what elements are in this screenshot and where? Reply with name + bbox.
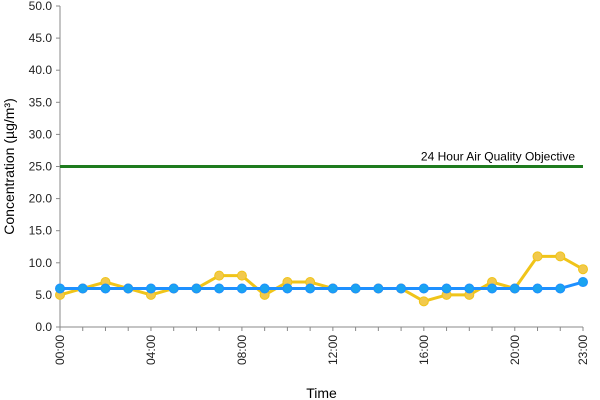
data-point bbox=[418, 296, 429, 307]
data-point bbox=[123, 283, 134, 294]
data-point bbox=[214, 270, 225, 281]
data-point bbox=[373, 283, 384, 294]
data-point bbox=[55, 283, 65, 294]
data-point bbox=[555, 283, 566, 294]
x-tick-label: 20:00 bbox=[508, 335, 522, 365]
x-axis-ticks: 00:00 04:00 08:00 12:00 16:00 20:00 23:00 bbox=[53, 327, 590, 365]
data-point bbox=[100, 283, 111, 294]
data-point bbox=[305, 283, 316, 294]
data-point bbox=[236, 270, 247, 281]
y-tick-label: 5.0 bbox=[35, 288, 52, 302]
y-tick-label: 0.0 bbox=[35, 320, 52, 334]
y-tick-label: 30.0 bbox=[29, 127, 53, 141]
y-tick-label: 10.0 bbox=[29, 256, 53, 270]
data-point bbox=[145, 283, 156, 294]
data-point bbox=[532, 283, 543, 294]
series-line bbox=[59, 254, 584, 303]
y-tick-label: 45.0 bbox=[29, 31, 53, 45]
y-axis-title: Concentration (µg/m³) bbox=[1, 98, 17, 234]
data-point bbox=[578, 264, 588, 275]
y-tick-label: 40.0 bbox=[29, 63, 53, 77]
data-point bbox=[487, 283, 498, 294]
data-point bbox=[509, 283, 520, 294]
y-tick-label: 25.0 bbox=[29, 160, 53, 174]
data-point bbox=[396, 283, 407, 294]
data-point bbox=[77, 283, 88, 294]
y-tick-label: 20.0 bbox=[29, 192, 53, 206]
data-point bbox=[441, 283, 452, 294]
data-point bbox=[259, 283, 270, 294]
data-point bbox=[555, 251, 566, 262]
objective-label: 24 Hour Air Quality Objective bbox=[421, 150, 575, 164]
data-point bbox=[236, 283, 247, 294]
y-tick-label: 35.0 bbox=[29, 95, 53, 109]
data-point bbox=[418, 283, 429, 294]
data-point bbox=[327, 283, 338, 294]
series-layer bbox=[55, 251, 588, 307]
x-tick-label: 08:00 bbox=[235, 335, 249, 365]
x-tick-label: 00:00 bbox=[53, 335, 67, 365]
x-tick-label: 23:00 bbox=[576, 335, 590, 365]
data-point bbox=[578, 277, 588, 288]
x-tick-label: 04:00 bbox=[144, 335, 158, 365]
data-point bbox=[282, 283, 293, 294]
data-point bbox=[464, 283, 475, 294]
x-tick-label: 16:00 bbox=[417, 335, 431, 365]
data-point bbox=[168, 283, 179, 294]
series-2 bbox=[55, 277, 588, 294]
data-point bbox=[350, 283, 361, 294]
y-tick-label: 15.0 bbox=[29, 224, 53, 238]
y-axis-ticks: 0.0 5.0 10.0 15.0 20.0 25.0 30.0 35.0 40.0 45.0 50… bbox=[29, 0, 60, 334]
series-1 bbox=[55, 251, 588, 307]
x-axis-title: Time bbox=[306, 385, 337, 400]
y-tick-label: 50.0 bbox=[29, 0, 53, 13]
data-point bbox=[532, 251, 543, 262]
x-tick-label: 12:00 bbox=[326, 335, 340, 365]
data-point bbox=[214, 283, 225, 294]
data-point bbox=[191, 283, 202, 294]
